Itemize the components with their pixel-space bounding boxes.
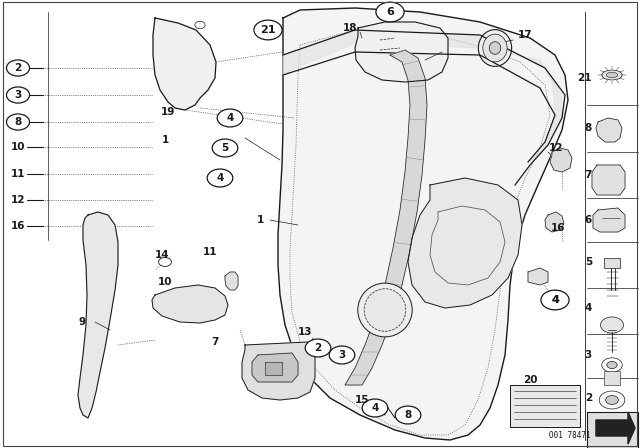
Text: 2: 2 [314, 343, 322, 353]
Text: 14: 14 [155, 250, 170, 260]
Circle shape [541, 290, 569, 310]
Text: 11: 11 [203, 247, 217, 257]
Polygon shape [592, 165, 625, 195]
Text: 3: 3 [14, 90, 22, 100]
Circle shape [607, 362, 617, 369]
Circle shape [6, 60, 29, 76]
Circle shape [6, 87, 29, 103]
Polygon shape [528, 268, 548, 285]
Text: 16: 16 [551, 223, 565, 233]
Text: 19: 19 [161, 107, 175, 117]
Ellipse shape [478, 30, 511, 66]
Circle shape [217, 109, 243, 127]
Text: 3: 3 [339, 350, 346, 360]
Text: 13: 13 [298, 327, 312, 337]
Text: 5: 5 [221, 143, 228, 153]
Polygon shape [252, 353, 298, 382]
Text: 3: 3 [585, 350, 592, 360]
Text: 12: 12 [548, 143, 563, 153]
Text: 8: 8 [585, 123, 592, 133]
Text: 6: 6 [386, 7, 394, 17]
Text: 12: 12 [11, 195, 25, 205]
Circle shape [329, 346, 355, 364]
Ellipse shape [358, 283, 412, 337]
Text: 4: 4 [551, 295, 559, 305]
Circle shape [600, 317, 623, 333]
Text: 2: 2 [14, 63, 22, 73]
Circle shape [396, 406, 421, 424]
Text: 1: 1 [161, 135, 168, 145]
Text: 10: 10 [157, 277, 172, 287]
Circle shape [602, 358, 622, 372]
Polygon shape [408, 178, 522, 308]
Bar [604, 258, 620, 268]
Polygon shape [225, 272, 238, 290]
Bar [510, 385, 580, 427]
Circle shape [212, 139, 238, 157]
Text: 11: 11 [11, 169, 25, 179]
Text: 6: 6 [585, 215, 592, 225]
Text: 5: 5 [585, 257, 592, 267]
Polygon shape [265, 362, 282, 375]
Text: 4: 4 [371, 403, 379, 413]
Text: 21: 21 [577, 73, 592, 83]
Circle shape [599, 391, 625, 409]
Text: 17: 17 [518, 30, 532, 40]
Polygon shape [550, 148, 572, 172]
Polygon shape [596, 412, 635, 444]
Bar [587, 412, 638, 448]
Text: 9: 9 [79, 317, 86, 327]
Text: 1: 1 [257, 215, 264, 225]
Circle shape [376, 2, 404, 22]
Polygon shape [593, 208, 625, 232]
Ellipse shape [606, 72, 618, 78]
Circle shape [541, 291, 568, 310]
Text: 7: 7 [211, 337, 219, 347]
Text: 20: 20 [523, 375, 537, 385]
Circle shape [195, 22, 205, 29]
Text: 4: 4 [216, 173, 224, 183]
Text: 4: 4 [227, 113, 234, 123]
Polygon shape [345, 50, 427, 385]
Polygon shape [242, 342, 315, 400]
Polygon shape [152, 285, 228, 323]
Polygon shape [283, 30, 562, 162]
Ellipse shape [489, 42, 500, 54]
Text: 15: 15 [355, 395, 369, 405]
Text: 4: 4 [551, 295, 559, 305]
Polygon shape [153, 18, 216, 110]
Circle shape [207, 169, 233, 187]
Circle shape [305, 339, 331, 357]
Text: 10: 10 [11, 142, 25, 152]
Text: O01 78471: O01 78471 [549, 431, 591, 440]
Polygon shape [278, 8, 568, 440]
Polygon shape [78, 212, 118, 418]
Text: 21: 21 [260, 25, 276, 35]
Text: 8: 8 [14, 117, 22, 127]
Ellipse shape [483, 34, 507, 62]
Circle shape [605, 396, 618, 405]
Text: 7: 7 [584, 170, 592, 180]
Ellipse shape [364, 289, 406, 331]
Circle shape [6, 114, 29, 130]
Text: 2: 2 [585, 393, 592, 403]
Text: 4: 4 [584, 303, 592, 313]
Circle shape [362, 399, 388, 417]
Bar [604, 371, 620, 385]
Polygon shape [596, 118, 622, 142]
Ellipse shape [602, 70, 622, 80]
Text: 8: 8 [404, 410, 412, 420]
Polygon shape [545, 212, 564, 232]
Circle shape [159, 258, 172, 267]
Text: 18: 18 [343, 23, 357, 33]
Circle shape [254, 20, 282, 40]
Text: 16: 16 [11, 221, 25, 231]
Polygon shape [355, 22, 448, 82]
